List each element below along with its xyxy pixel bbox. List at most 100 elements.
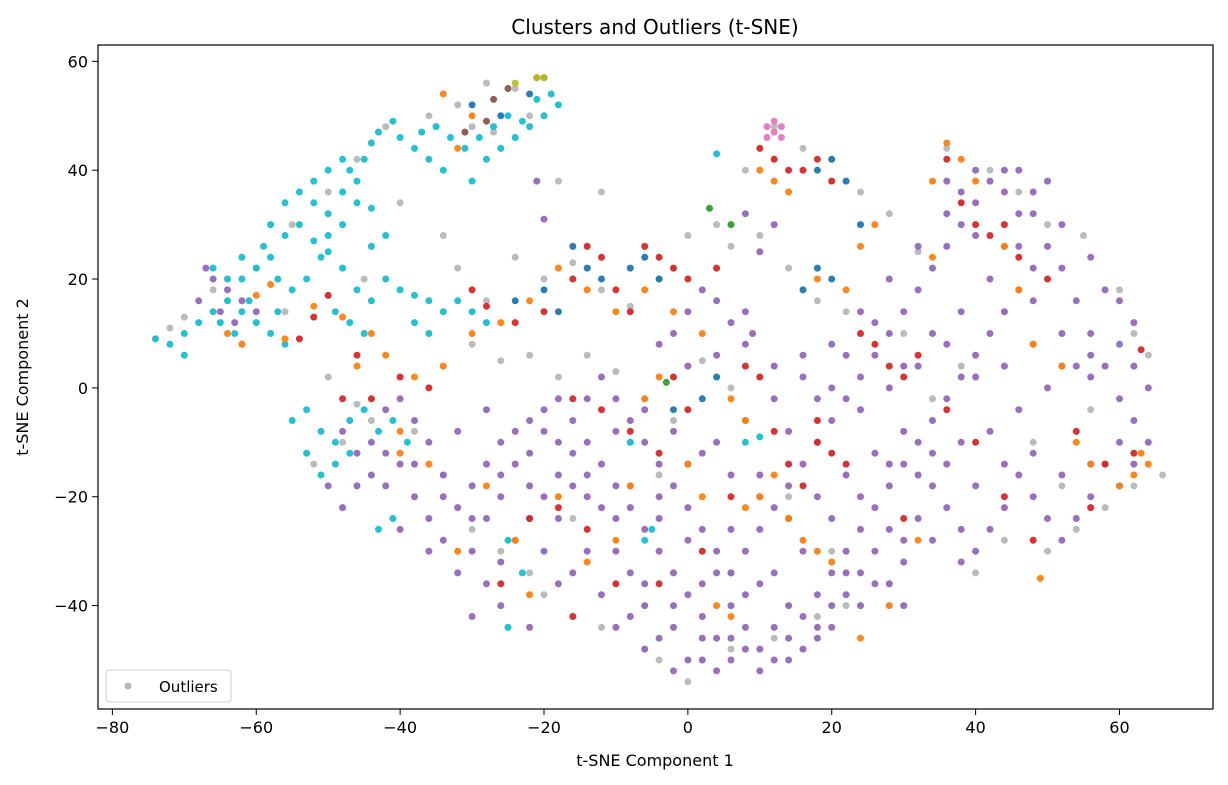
data-point (612, 395, 620, 403)
data-point (526, 515, 534, 522)
data-point (900, 558, 908, 566)
data-point (885, 210, 893, 218)
data-point (698, 656, 706, 664)
data-point (929, 536, 936, 544)
data-point (670, 264, 677, 272)
data-point (914, 362, 922, 370)
data-point (526, 591, 534, 599)
data-point (756, 248, 764, 256)
data-point (1029, 264, 1037, 272)
y-tick-label: 0 (78, 379, 88, 398)
data-point (943, 139, 951, 147)
data-point (770, 362, 778, 370)
data-point (612, 286, 620, 294)
data-point (468, 482, 476, 490)
data-point (813, 547, 821, 555)
data-point (785, 493, 793, 501)
plot-frame (97, 44, 1214, 710)
data-point (828, 340, 836, 348)
data-point (382, 482, 390, 490)
data-point (288, 286, 296, 294)
data-point (756, 471, 764, 479)
data-point (972, 373, 980, 381)
data-point (382, 123, 390, 131)
data-point (195, 319, 203, 327)
data-point (468, 525, 476, 533)
data-point (770, 117, 778, 125)
data-point (1000, 166, 1008, 174)
data-point (770, 656, 778, 664)
data-point (857, 221, 864, 229)
data-point (972, 166, 980, 174)
data-point (367, 471, 375, 479)
data-point (195, 297, 203, 305)
data-point (914, 248, 922, 256)
data-point (598, 286, 605, 294)
data-point (727, 471, 735, 479)
data-point (554, 504, 562, 512)
data-point (411, 291, 418, 299)
data-point (785, 515, 793, 522)
data-point (1144, 351, 1152, 359)
data-point (540, 286, 548, 294)
data-point (885, 602, 893, 610)
data-point (439, 308, 447, 316)
data-point (626, 504, 634, 512)
data-point (670, 417, 677, 424)
data-point (756, 373, 764, 381)
data-point (943, 144, 951, 152)
data-point (770, 221, 778, 229)
data-point (626, 417, 634, 424)
data-point (598, 591, 605, 599)
data-point (454, 504, 462, 512)
data-point (274, 308, 282, 316)
data-point (749, 330, 757, 337)
data-point (1087, 504, 1095, 512)
data-point (554, 101, 562, 109)
data-point (900, 373, 908, 381)
data-point (411, 493, 418, 501)
data-point (756, 525, 764, 533)
data-point (454, 569, 462, 577)
legend: Outliers (105, 669, 232, 703)
data-point (411, 144, 418, 152)
data-point (641, 602, 649, 610)
data-point (655, 275, 663, 283)
data-point (842, 569, 850, 577)
data-point (756, 144, 764, 152)
data-point (828, 623, 836, 631)
y-tick-label: 40 (68, 161, 88, 180)
y-tick-label: −20 (54, 488, 88, 507)
data-point (641, 525, 649, 533)
data-point (231, 319, 239, 327)
data-point (598, 460, 605, 468)
data-point (324, 373, 332, 381)
data-point (1015, 188, 1023, 196)
data-point (713, 351, 721, 359)
data-point (303, 275, 311, 283)
data-point (770, 623, 778, 631)
data-point (957, 188, 965, 196)
data-point (1116, 482, 1123, 490)
data-point (1058, 536, 1066, 544)
data-point (799, 547, 807, 555)
data-point (569, 482, 577, 490)
data-point (828, 417, 836, 424)
data-point (382, 232, 390, 239)
data-point (202, 264, 210, 272)
data-point (914, 515, 922, 522)
data-point (425, 515, 433, 522)
data-point (533, 177, 541, 185)
data-point (540, 406, 548, 414)
data-point (828, 558, 836, 566)
data-point (324, 248, 332, 256)
data-point (439, 536, 447, 544)
data-point (432, 123, 440, 131)
data-point (741, 362, 749, 370)
data-point (583, 286, 591, 294)
x-tick-label: 20 (822, 718, 842, 737)
data-point (396, 395, 404, 403)
data-point (267, 330, 275, 337)
data-point (303, 449, 311, 457)
data-point (914, 286, 922, 294)
